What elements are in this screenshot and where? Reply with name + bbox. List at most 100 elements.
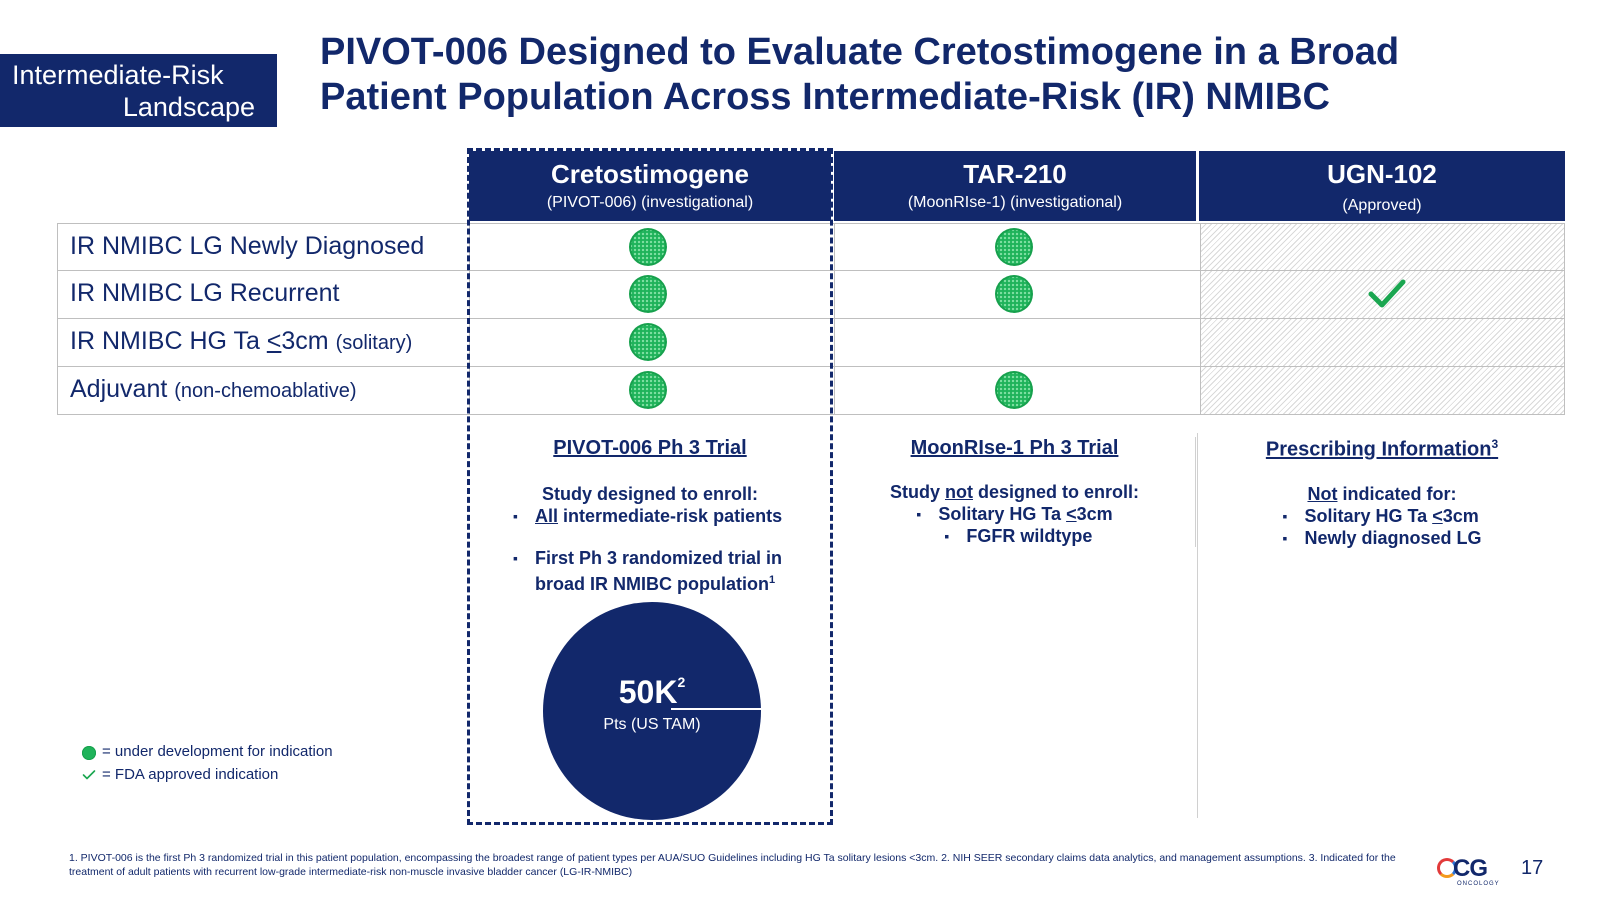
table-row-lg-recurrent: IR NMIBC LG Recurrent	[57, 271, 1565, 319]
development-dot-icon	[82, 746, 96, 760]
pivot-006-lead: Study designed to enroll:	[541, 484, 758, 504]
legend-item-approved: = FDA approved indication	[82, 766, 333, 789]
row-label-text: Adjuvant	[70, 375, 168, 403]
less-equal-sign: <	[1432, 505, 1443, 526]
approved-cell	[1201, 271, 1564, 318]
column-name: UGN-102	[1327, 159, 1437, 189]
prescribing-info-lead: Not indicated for:	[1199, 484, 1565, 505]
lead-text: Study	[889, 482, 945, 502]
logo-ring-icon	[1437, 858, 1457, 878]
moonrise-1-heading: MoonRIse-1 Ph 3 Trial	[910, 437, 1119, 459]
prescribing-info-bullets: Solitary HG Ta <3cm Newly diagnosed LG	[1282, 505, 1481, 549]
company-logo: CG ONCOLOGY	[1437, 855, 1503, 889]
footnote-ref: 1	[768, 574, 776, 586]
pivot-006-heading: PIVOT-006 Ph 3 Trial	[553, 437, 747, 459]
development-dot-icon	[995, 275, 1033, 313]
page-number: 17	[1521, 857, 1544, 879]
slide-title-line2: Patient Population Across Intermediate-R…	[320, 76, 1330, 118]
heading-text: Prescribing Information	[1265, 438, 1492, 461]
column-subtitle: (Approved)	[1342, 197, 1422, 214]
tam-value: 50K2	[543, 674, 761, 711]
lead-emphasis: not	[945, 482, 973, 502]
bullet-item: Solitary HG Ta <3cm	[916, 503, 1112, 525]
column-subtitle: (MoonRIse-1) (investigational)	[907, 194, 1123, 211]
prescribing-info-summary: Prescribing Information3 Not indicated f…	[1199, 437, 1565, 549]
tam-value-text: 50K	[618, 674, 678, 710]
row-label-qualifier: (non-chemoablative)	[174, 380, 357, 402]
lead-text: indicated for:	[1337, 483, 1457, 504]
bullet-text-size: 3cm	[1442, 505, 1479, 526]
row-label: IR NMIBC LG Recurrent	[70, 279, 340, 308]
approved-check-icon	[1368, 279, 1406, 308]
legend-text: = FDA approved indication	[102, 766, 279, 783]
development-dot-icon	[629, 228, 667, 266]
table-row-adjuvant: Adjuvant (non-chemoablative)	[57, 367, 1565, 415]
row-label-text: IR NMIBC HG Ta	[70, 327, 267, 355]
section-tag-line2: Landscape	[122, 92, 255, 122]
column-header-tar-210: TAR-210 (MoonRIse-1) (investigational)	[834, 151, 1196, 221]
lead-emphasis: Not	[1307, 483, 1338, 504]
not-indicated-cell	[1201, 319, 1564, 366]
section-tag-line1: Intermediate-Risk	[12, 60, 224, 90]
moonrise-1-bullets: Solitary HG Ta <3cm FGFR wildtype	[916, 503, 1112, 547]
bullet-text: intermediate-risk patients	[558, 506, 783, 526]
footnote: 1. PIVOT-006 is the first Ph 3 randomize…	[69, 852, 1396, 878]
development-dot-icon	[995, 228, 1033, 266]
not-indicated-cell	[1201, 224, 1564, 270]
logo-text: CG	[1453, 855, 1488, 882]
development-dot-icon	[995, 371, 1033, 409]
development-dot-icon	[629, 275, 667, 313]
not-indicated-cell	[1201, 367, 1564, 414]
column-divider	[1197, 433, 1198, 818]
legend-text: = under development for indication	[102, 743, 333, 760]
circle-divider	[671, 708, 761, 710]
row-label: IR NMIBC HG Ta <3cm (solitary)	[70, 327, 412, 356]
column-name: TAR-210	[963, 159, 1067, 189]
less-equal-sign: <	[1066, 504, 1077, 524]
bullet-text: Newly diagnosed LG	[1304, 527, 1482, 548]
column-header-ugn-102: UGN-102 (Approved)	[1199, 151, 1565, 221]
column-header-cretostimogene: Cretostimogene (PIVOT-006) (investigatio…	[469, 151, 831, 221]
moonrise-1-summary: MoonRIse-1 Ph 3 Trial Study not designed…	[834, 437, 1196, 547]
approved-check-icon	[82, 770, 96, 780]
row-label-text: IR NMIBC LG Recurrent	[70, 279, 340, 307]
table-row-lg-newly-diagnosed: IR NMIBC LG Newly Diagnosed	[57, 223, 1565, 271]
slide-title: PIVOT-006 Designed to Evaluate Cretostim…	[320, 30, 1570, 120]
table-row-hg-ta-solitary: IR NMIBC HG Ta <3cm (solitary)	[57, 319, 1565, 367]
row-label: Adjuvant (non-chemoablative)	[70, 375, 357, 404]
section-tag: Intermediate-Risk Landscape	[0, 54, 277, 127]
row-label-qualifier: (solitary)	[335, 332, 413, 354]
legend: = under development for indication = FDA…	[82, 743, 333, 789]
legend-item-development: = under development for indication	[82, 743, 333, 766]
column-subtitle: (PIVOT-006) (investigational)	[546, 194, 754, 211]
bullet-text: Solitary HG Ta	[1304, 505, 1433, 526]
bullet-item: FGFR wildtype	[944, 525, 1112, 547]
footnote-ref: 3	[1491, 437, 1499, 451]
footnote-ref: 2	[677, 674, 686, 690]
row-label-text: IR NMIBC LG Newly Diagnosed	[70, 232, 425, 260]
bullet-item: Newly diagnosed LG	[1282, 527, 1481, 549]
bullet-item: Solitary HG Ta <3cm	[1282, 505, 1481, 527]
moonrise-1-lead: Study not designed to enroll:	[834, 482, 1195, 503]
tam-label: Pts (US TAM)	[603, 716, 701, 733]
column-name: Cretostimogene	[551, 159, 749, 189]
logo-subtext: ONCOLOGY	[1457, 881, 1500, 887]
less-equal-sign: <	[266, 327, 282, 355]
bullet-emphasis: All	[535, 506, 559, 526]
row-label: IR NMIBC LG Newly Diagnosed	[70, 232, 424, 261]
development-dot-icon	[629, 323, 667, 361]
development-dot-icon	[629, 371, 667, 409]
pivot-006-summary: PIVOT-006 Ph 3 Trial Study designed to e…	[469, 437, 831, 595]
row-label-size: 3cm	[281, 327, 329, 355]
bullet-item: First Ph 3 randomized trial in broad IR …	[513, 547, 831, 595]
bullet-text: Solitary HG Ta	[938, 504, 1067, 524]
bullet-text: First Ph 3 randomized trial in broad IR …	[535, 548, 783, 594]
bullet-item: All intermediate-risk patients	[513, 505, 831, 527]
lead-text: designed to enroll:	[972, 482, 1139, 502]
bullet-text-size: 3cm	[1076, 504, 1113, 524]
prescribing-info-heading: Prescribing Information3	[1266, 437, 1498, 462]
pivot-006-bullets: All intermediate-risk patients First Ph …	[513, 505, 831, 595]
bullet-text: FGFR wildtype	[966, 526, 1093, 546]
slide-title-line1: PIVOT-006 Designed to Evaluate Cretostim…	[320, 31, 1400, 73]
tam-circle: 50K2 Pts (US TAM)	[543, 602, 761, 820]
